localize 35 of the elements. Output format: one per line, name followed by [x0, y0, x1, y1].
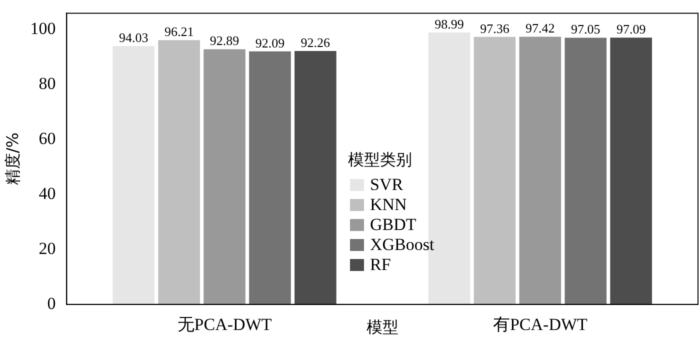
data-label: 97.09 [616, 22, 646, 37]
y-tick-label: 100 [30, 19, 56, 38]
bar [610, 38, 652, 304]
data-label: 92.26 [300, 34, 331, 50]
bar [204, 49, 246, 304]
y-tick-label: 60 [38, 129, 56, 148]
legend-label: RF [370, 255, 391, 275]
bar [474, 36, 516, 304]
bar [158, 40, 200, 304]
x-tick-label: 有PCA-DWT [492, 315, 588, 334]
y-axis-title: 精度/% [2, 132, 22, 186]
legend-label: XGBoost [370, 235, 434, 255]
x-tick-label: 无PCA-DWT [177, 315, 272, 334]
data-label: 96.21 [164, 24, 194, 40]
bar [519, 36, 562, 304]
data-label: 97.05 [571, 22, 600, 37]
bar [249, 51, 291, 304]
y-tick-label: 20 [38, 238, 56, 258]
data-label: 92.89 [210, 33, 240, 48]
data-label: 97.36 [480, 20, 510, 36]
data-label: 94.03 [118, 30, 148, 46]
data-label: 97.42 [526, 20, 555, 36]
legend-label: SVR [370, 175, 404, 195]
y-tick-label: 0 [47, 294, 56, 313]
legend-label: GBDT [370, 215, 416, 235]
data-label: 98.99 [434, 16, 464, 32]
legend-title: 模型类别 [348, 150, 413, 171]
legend-label: KNN [370, 195, 407, 215]
y-tick-label: 80 [38, 74, 56, 94]
data-label: 92.09 [255, 35, 285, 50]
bar [564, 38, 607, 304]
y-tick-label: 40 [38, 184, 56, 203]
bar [294, 50, 336, 304]
x-axis-title: 模型 [366, 318, 398, 337]
bar [112, 46, 155, 304]
